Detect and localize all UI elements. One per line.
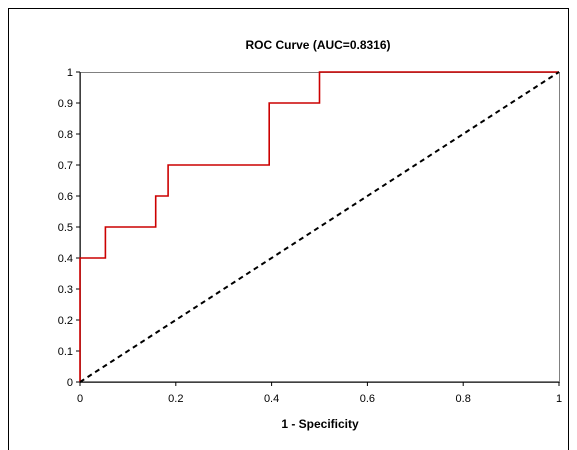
y-tick-label: 0.9 bbox=[58, 98, 73, 110]
y-axis: 0 0.1 0.2 0.3 0.4 0.5 0.6 0.7 0.8 0.9 1 bbox=[58, 67, 81, 389]
x-tick-label: 1 bbox=[556, 393, 562, 405]
x-tick-label: 0 bbox=[77, 393, 83, 405]
x-tick-label: 0.6 bbox=[360, 393, 375, 405]
y-tick-label: 0.7 bbox=[58, 160, 73, 172]
series-layer bbox=[79, 71, 560, 383]
y-tick-label: 0.8 bbox=[58, 129, 73, 141]
x-axis: 0 0.2 0.4 0.6 0.8 1 bbox=[77, 381, 562, 405]
y-tick-label: 0.2 bbox=[58, 315, 73, 327]
y-tick-label: 0.1 bbox=[58, 346, 73, 358]
y-tick-label: 0.4 bbox=[58, 253, 73, 265]
x-tick-label: 0.4 bbox=[264, 393, 279, 405]
chart-border bbox=[8, 8, 569, 450]
x-axis-label: 1 - Specificity bbox=[281, 417, 359, 431]
y-tick-label: 0.6 bbox=[58, 191, 73, 203]
roc-curve-line bbox=[79, 71, 559, 382]
y-tick-label: 0.5 bbox=[58, 222, 73, 234]
x-tick-label: 0.8 bbox=[456, 393, 471, 405]
y-tick-label: 0.3 bbox=[58, 284, 73, 296]
y-tick-label: 0 bbox=[67, 377, 73, 389]
y-tick-label: 1 bbox=[67, 67, 73, 79]
x-tick-label: 0.2 bbox=[168, 393, 183, 405]
chart-title: ROC Curve (AUC=0.8316) bbox=[245, 38, 390, 52]
